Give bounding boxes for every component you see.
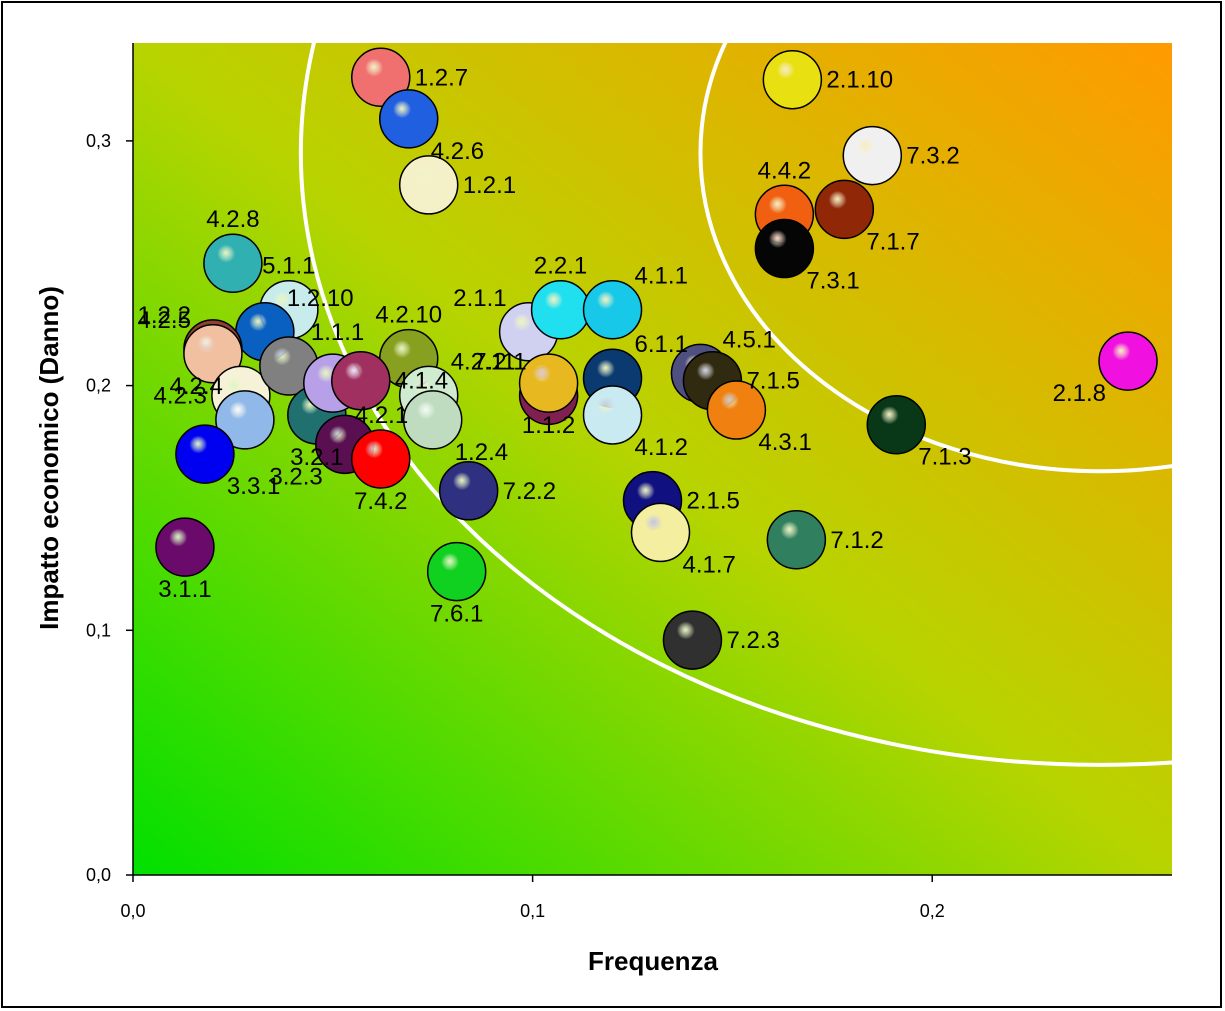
bubble-2-1-8 [1098,331,1158,391]
bubble-label-7-2-1: 7.2.1 [473,348,526,375]
bubble-label-4-2-4: 4.2.4 [170,373,223,400]
bubble-label-3-3-1: 3.3.1 [227,473,280,500]
bubble-4-1-4 [331,350,391,411]
bubble-label-2-1-5: 2.1.5 [687,488,740,515]
bubble-label-7-2-3: 7.2.3 [726,627,779,654]
bubble-4-1-7 [630,502,691,563]
bubble-label-4-2-3: 4.2.3 [154,382,207,409]
bubble-label-1-1-2: 1.1.2 [522,412,575,439]
bubble-label-2-2-1: 2.2.1 [534,253,587,280]
bubble-2-2-1 [530,279,591,340]
bubble-label-1-2-4: 1.2.4 [455,439,508,466]
bubble-1-1-2 [518,353,579,413]
bubble-7-2-2 [438,461,499,521]
point-labels: 1.2.74.2.61.2.14.2.85.1.11.2.101.2.24.2.… [138,64,1107,654]
bubble-label-3-2-3: 3.2.3 [269,463,322,490]
bubble-label-4-4-2: 4.4.2 [758,157,811,184]
x-tick-label: 0,0 [120,901,145,921]
x-tick-label: 0,2 [920,901,945,921]
bubble-label-1-2-7: 1.2.7 [415,64,468,91]
bubble-3-3-1 [175,424,235,484]
boundary-curve-1 [299,43,1172,767]
bubble-7-6-1 [426,541,487,602]
bubble-label-6-1-1: 6.1.1 [635,331,688,358]
bubble-label-4-1-7: 4.1.7 [682,551,735,578]
bubble-label-2-1-1: 2.1.1 [453,285,506,312]
bubble-2-1-10 [762,49,823,110]
bubble-label-1-1-1: 1.1.1 [311,319,364,346]
bubbles [155,47,1158,670]
bubble-label-4-2-1: 4.2.1 [355,402,408,429]
bubble-4-1-2 [582,385,643,445]
y-tick-label: 0,0 [86,865,111,885]
bubble-7-1-7 [814,179,875,240]
y-tick-label: 0,2 [86,376,111,396]
bubble-1-2-1 [398,155,459,215]
bubble-label-4-2-8: 4.2.8 [206,206,259,233]
bubble-label-3-1-1: 3.1.1 [158,576,211,603]
bubble-label-1-2-1: 1.2.1 [463,172,516,199]
x-axis-title: Frequenza [588,946,719,976]
bubble-label-7-2-2: 7.2.2 [503,478,556,505]
bubble-7-3-1 [754,218,815,279]
bubble-label-4-2-5: 4.2.5 [138,307,191,334]
bubble-label-7-3-2: 7.3.2 [906,143,959,170]
bubble-label-4-5-1: 4.5.1 [722,326,775,353]
boundary-curves [299,43,1172,767]
bubble-7-2-3 [662,610,723,670]
boundary-curve-2 [698,43,1172,474]
y-tick-label: 0,3 [86,131,111,151]
bubble-7-3-2 [842,125,903,186]
y-tick-label: 0,1 [86,620,111,640]
bubble-4-2-5 [183,324,243,384]
bubble-label-4-2-10: 4.2.10 [375,302,442,329]
bubble-label-1-2-2: 1.2.2 [138,302,191,329]
bubble-7-1-2 [766,510,827,570]
bubble-1-2-7 [351,47,411,108]
bubble-label-4-1-1: 4.1.1 [635,263,688,290]
bubble-label-7-1-5: 7.1.5 [746,368,799,395]
bubble-4-1-1 [582,279,643,340]
bubble-label-1-2-10: 1.2.10 [287,285,354,312]
bubble-label-4-2-6: 4.2.6 [431,138,484,165]
bubble-label-4-1-2: 4.1.2 [635,434,688,461]
bubble-label-7-6-1: 7.6.1 [430,601,483,628]
plot-area: 1.2.74.2.61.2.14.2.85.1.11.2.101.2.24.2.… [133,43,1172,875]
bubble-1-2-4 [402,390,463,450]
bubble-4-3-1 [706,380,767,440]
bubble-label-4-1-4: 4.1.4 [395,368,448,395]
bubble-label-4-2-11: 4.2.11 [451,348,516,375]
bubble-4-2-6 [378,89,439,149]
bubble-4-2-4 [215,390,275,450]
bubble-4-2-8 [203,233,263,293]
bubble-3-1-1 [155,517,215,577]
bubble-label-2-1-10: 2.1.10 [826,67,893,94]
bubble-7-1-3 [866,394,927,455]
bubble-label-3-2-1: 3.2.1 [290,444,343,471]
bubble-label-5-1-1: 5.1.1 [262,253,315,280]
y-axis-title: Impatto economico (Danno) [34,286,64,630]
bubble-label-7-4-2: 7.4.2 [354,488,407,515]
bubble-label-7-1-3: 7.1.3 [918,444,971,471]
bubble-7-4-2 [351,429,411,489]
bubble-label-7-1-2: 7.1.2 [830,527,883,554]
axes: 0,0 0,1 0,2 0,0 0,1 0,2 0,3 [86,43,1172,921]
bubble-label-2-1-8: 2.1.8 [1053,380,1106,407]
bubble-label-7-3-1: 7.3.1 [806,268,859,295]
bubble-label-4-3-1: 4.3.1 [758,429,811,456]
bubble-label-7-1-7: 7.1.7 [866,228,919,255]
x-tick-label: 0,1 [520,901,545,921]
